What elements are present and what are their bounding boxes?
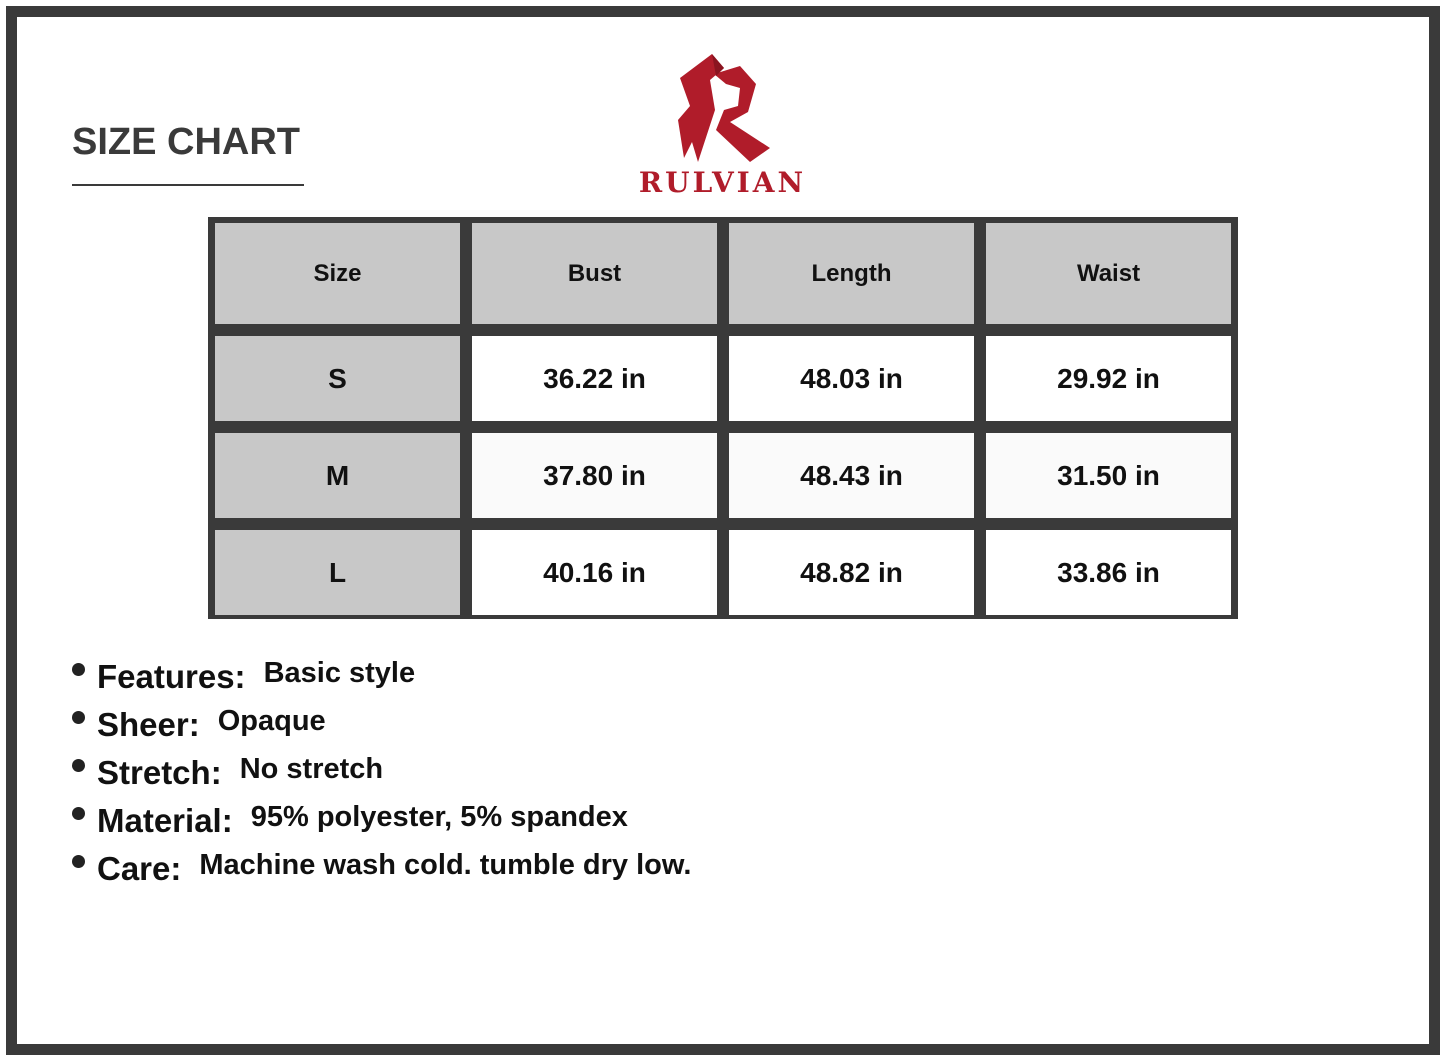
length-cell: 48.03 in <box>729 336 974 421</box>
spec-stretch: Stretch: No stretch <box>72 753 691 802</box>
header-bust: Bust <box>472 223 717 324</box>
size-cell: S <box>215 336 460 421</box>
spec-label: Care: <box>97 850 182 887</box>
header-length: Length <box>729 223 974 324</box>
spec-value: Opaque <box>217 705 326 737</box>
bust-cell: 40.16 in <box>472 530 717 615</box>
spec-features: Features: Basic style <box>72 657 691 706</box>
spec-value: No stretch <box>239 753 384 785</box>
header-waist: Waist <box>986 223 1231 324</box>
size-cell: M <box>215 433 460 518</box>
spec-material: Material: 95% polyester, 5% spandex <box>72 801 691 850</box>
spec-label: Sheer: <box>97 706 200 743</box>
spec-value: Basic style <box>263 657 416 689</box>
length-cell: 48.82 in <box>729 530 974 615</box>
page-title: SIZE CHART <box>72 121 300 163</box>
bust-cell: 36.22 in <box>472 336 717 421</box>
bullet-icon <box>72 807 85 820</box>
spec-value: 95% polyester, 5% spandex <box>250 801 628 833</box>
size-table: Size Bust Length Waist S 36.22 in 48.03 … <box>208 217 1238 619</box>
size-cell: L <box>215 530 460 615</box>
brand-logo-icon <box>678 54 770 162</box>
length-cell: 48.43 in <box>729 433 974 518</box>
bust-cell: 37.80 in <box>472 433 717 518</box>
bullet-icon <box>72 663 85 676</box>
spec-label: Stretch: <box>97 754 222 791</box>
spec-list: Features: Basic style Sheer: Opaque Stre… <box>72 657 692 898</box>
brand-name: RULVIAN <box>638 166 807 199</box>
spec-label: Features: <box>97 658 246 695</box>
spec-care: Care: Machine wash cold. tumble dry low. <box>72 849 692 898</box>
title-underline <box>72 184 304 186</box>
waist-cell: 33.86 in <box>986 530 1231 615</box>
spec-label: Material: <box>97 802 233 839</box>
header-size: Size <box>215 223 460 324</box>
bullet-icon <box>72 711 85 724</box>
bullet-icon <box>72 855 85 868</box>
waist-cell: 29.92 in <box>986 336 1231 421</box>
spec-value: Machine wash cold. tumble dry low. <box>199 849 692 881</box>
waist-cell: 31.50 in <box>986 433 1231 518</box>
spec-sheer: Sheer: Opaque <box>72 705 691 754</box>
bullet-icon <box>72 759 85 772</box>
